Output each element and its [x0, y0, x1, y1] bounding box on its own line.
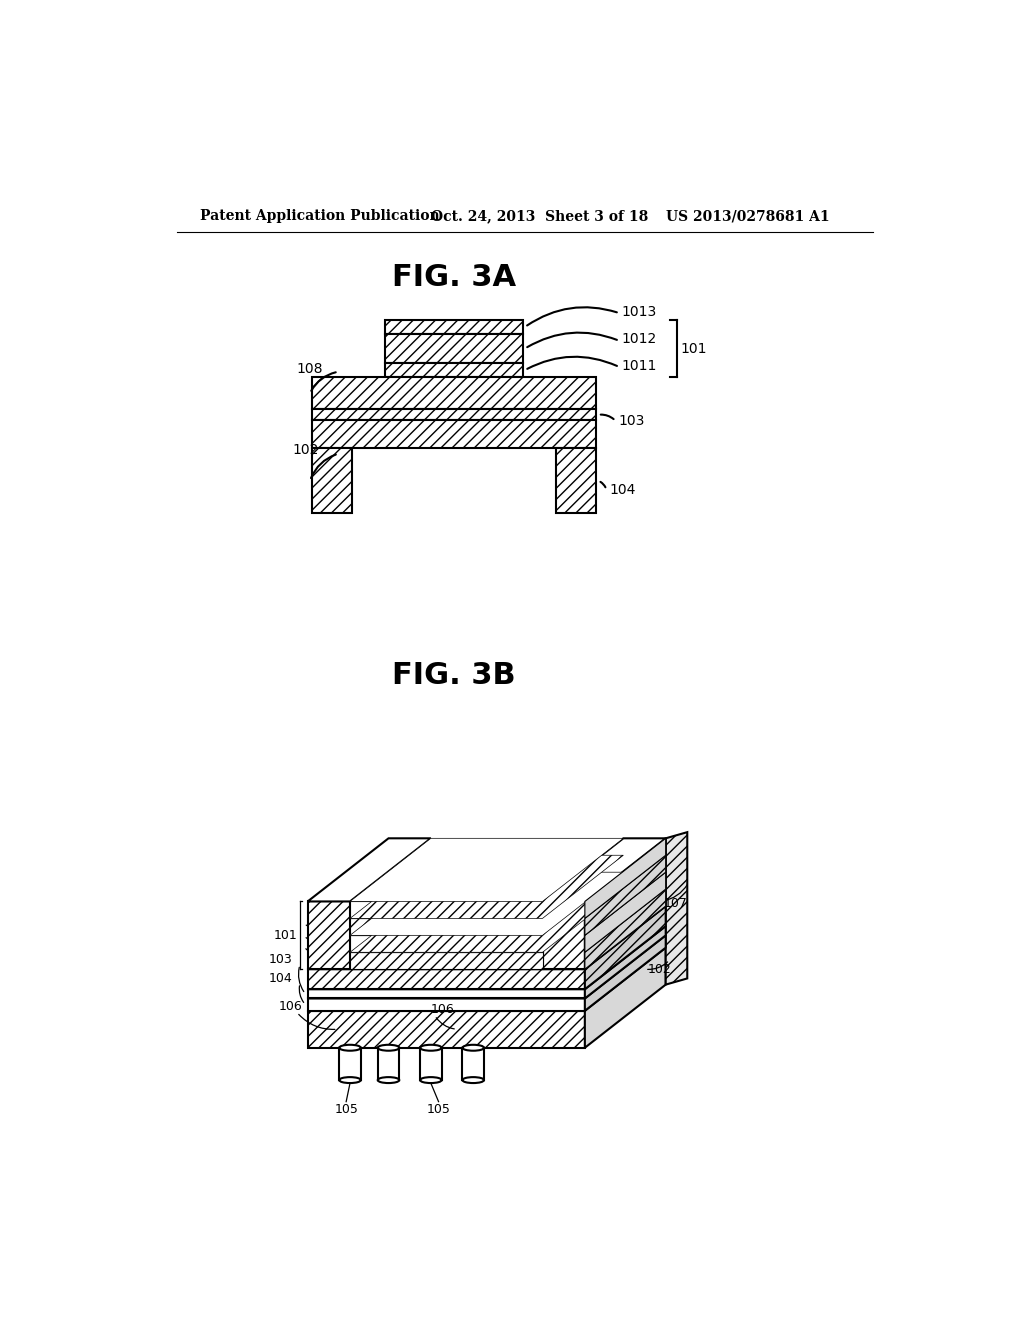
- Polygon shape: [378, 1048, 399, 1080]
- Polygon shape: [585, 838, 666, 969]
- Text: US 2013/0278681 A1: US 2013/0278681 A1: [666, 209, 829, 223]
- Bar: [311, 447, 351, 513]
- Polygon shape: [307, 902, 350, 969]
- Text: 1012: 1012: [622, 333, 657, 346]
- Text: 107: 107: [664, 898, 687, 911]
- Polygon shape: [350, 855, 624, 919]
- Bar: [311, 447, 351, 513]
- Bar: [311, 409, 596, 420]
- Text: 106: 106: [279, 999, 302, 1012]
- Polygon shape: [585, 855, 666, 936]
- Text: 103: 103: [269, 953, 293, 966]
- Polygon shape: [543, 838, 666, 902]
- Polygon shape: [307, 927, 666, 989]
- Polygon shape: [585, 838, 666, 919]
- Polygon shape: [585, 936, 666, 1011]
- Text: 1013: 1013: [306, 916, 338, 929]
- Text: 102: 102: [648, 962, 672, 975]
- Polygon shape: [307, 948, 666, 1011]
- Polygon shape: [666, 832, 687, 985]
- Ellipse shape: [420, 1077, 441, 1082]
- Polygon shape: [307, 1011, 585, 1048]
- Polygon shape: [339, 1048, 360, 1080]
- Bar: [311, 420, 596, 447]
- Bar: [311, 378, 596, 409]
- Polygon shape: [420, 1048, 441, 1080]
- Polygon shape: [307, 936, 666, 998]
- Polygon shape: [307, 969, 585, 989]
- Polygon shape: [585, 948, 666, 1048]
- Ellipse shape: [339, 1045, 360, 1051]
- Polygon shape: [350, 952, 543, 969]
- Polygon shape: [350, 838, 624, 902]
- Bar: [311, 378, 596, 409]
- Bar: [556, 447, 596, 513]
- Text: 101: 101: [273, 929, 297, 942]
- Text: 1013: 1013: [622, 305, 657, 318]
- Polygon shape: [350, 902, 543, 919]
- Text: FIG. 3B: FIG. 3B: [392, 661, 516, 690]
- Ellipse shape: [378, 1077, 399, 1082]
- Ellipse shape: [463, 1045, 484, 1051]
- Polygon shape: [543, 902, 585, 969]
- Polygon shape: [350, 936, 543, 952]
- Text: 108: 108: [296, 362, 323, 376]
- Bar: [311, 409, 596, 420]
- Bar: [385, 321, 523, 334]
- Text: 106: 106: [431, 1003, 455, 1016]
- Ellipse shape: [378, 1045, 399, 1051]
- Polygon shape: [585, 906, 666, 989]
- Polygon shape: [350, 890, 624, 952]
- Text: Patent Application Publication: Patent Application Publication: [200, 209, 439, 223]
- Polygon shape: [585, 873, 666, 952]
- Ellipse shape: [339, 1077, 360, 1082]
- Text: 104: 104: [269, 972, 293, 985]
- Polygon shape: [307, 906, 666, 969]
- Text: 104: 104: [609, 483, 636, 496]
- Text: 103: 103: [618, 414, 645, 428]
- Bar: [385, 334, 523, 363]
- Bar: [385, 321, 523, 334]
- Text: 1011: 1011: [306, 939, 338, 952]
- Polygon shape: [585, 927, 666, 998]
- Bar: [385, 363, 523, 378]
- Text: 105: 105: [427, 1102, 451, 1115]
- Text: Oct. 24, 2013  Sheet 3 of 18: Oct. 24, 2013 Sheet 3 of 18: [431, 209, 648, 223]
- Polygon shape: [463, 1048, 484, 1080]
- Text: 105: 105: [334, 1102, 358, 1115]
- Text: 102: 102: [292, 442, 318, 457]
- Bar: [311, 420, 596, 447]
- Text: FIG. 3A: FIG. 3A: [392, 263, 516, 292]
- Bar: [556, 447, 596, 513]
- Bar: [385, 363, 523, 378]
- Text: 1012: 1012: [306, 928, 338, 941]
- Polygon shape: [350, 919, 543, 936]
- Polygon shape: [307, 838, 431, 902]
- Polygon shape: [585, 890, 666, 969]
- Polygon shape: [307, 998, 585, 1011]
- Ellipse shape: [463, 1077, 484, 1082]
- Polygon shape: [307, 989, 585, 998]
- Ellipse shape: [420, 1045, 441, 1051]
- Text: 101: 101: [680, 342, 707, 355]
- Polygon shape: [350, 873, 624, 936]
- Bar: [385, 334, 523, 363]
- Text: 1011: 1011: [622, 359, 657, 372]
